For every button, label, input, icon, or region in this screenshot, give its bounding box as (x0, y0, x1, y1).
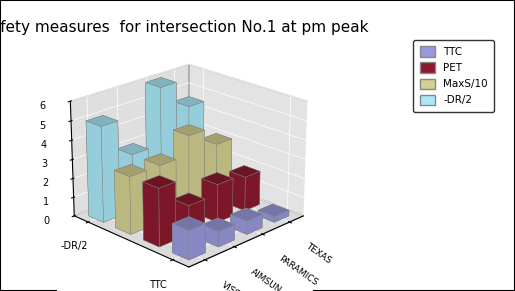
Legend: TTC, PET, MaxS/10, -DR/2: TTC, PET, MaxS/10, -DR/2 (413, 40, 494, 112)
Text: Safety measures  for intersection No.1 at pm peak: Safety measures for intersection No.1 at… (0, 20, 369, 36)
